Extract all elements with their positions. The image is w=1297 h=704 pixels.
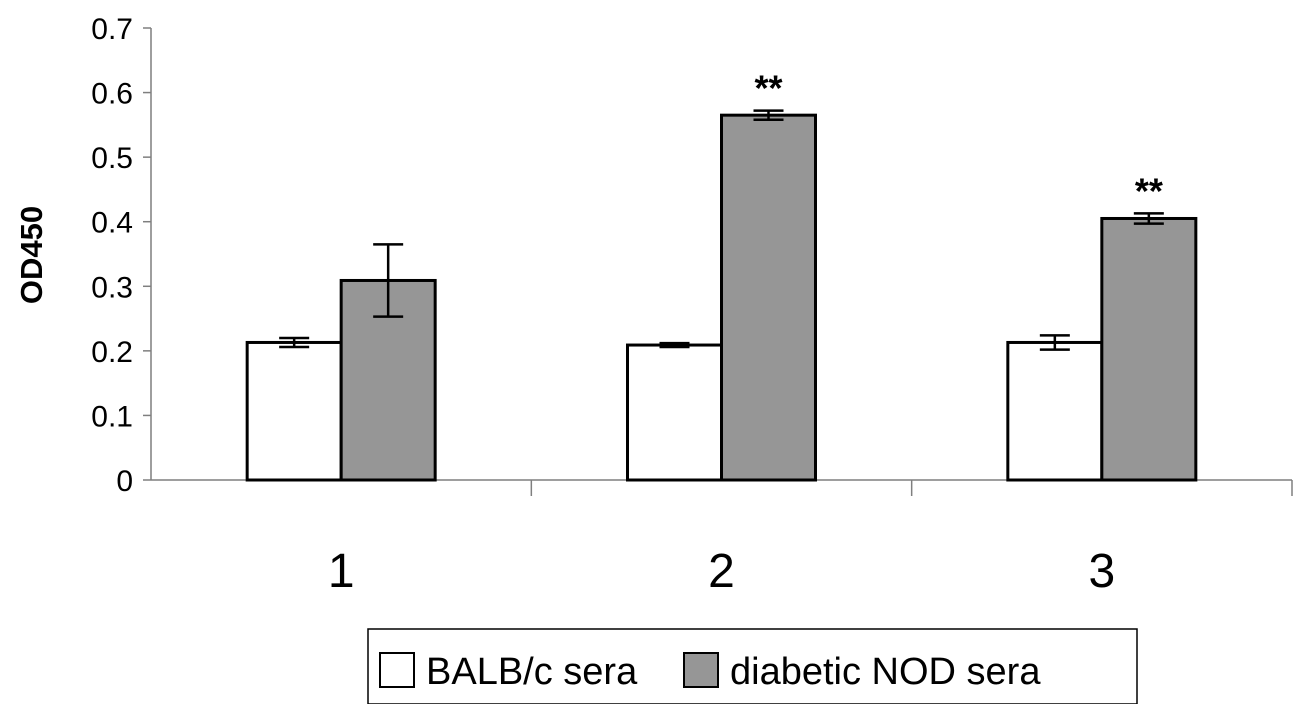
y-tick-label: 0.5: [91, 142, 133, 175]
y-tick-label: 0.7: [91, 13, 133, 46]
legend-label: BALB/c sera: [426, 651, 638, 693]
y-tick-label: 0.1: [91, 400, 133, 433]
legend-label: diabetic NOD sera: [730, 651, 1041, 693]
x-axis: [151, 479, 1293, 496]
legend-swatch: [379, 652, 415, 688]
x-category-labels: 1 2 3: [328, 545, 1115, 598]
y-tick-label: 0.6: [91, 78, 133, 111]
y-axis: [143, 27, 152, 481]
x-category-label: 1: [328, 545, 355, 598]
y-tick-label: 0.3: [91, 271, 133, 304]
y-tick-label: 0: [116, 465, 133, 498]
bar-nod-2: [720, 113, 817, 482]
y-tick-label: 0.2: [91, 336, 133, 369]
bar-series-group: [245, 113, 1198, 482]
bar-nod-1: [339, 278, 437, 482]
significance-mark: **: [1135, 170, 1163, 211]
legend: BALB/c sera diabetic NOD sera: [367, 628, 1138, 704]
bar-balbc-2: [626, 343, 723, 482]
error-bars-group: [279, 109, 1164, 351]
bar-nod-3: [1100, 216, 1198, 482]
y-tick-label: 0.4: [91, 207, 133, 240]
bar-balbc-1: [245, 340, 343, 482]
x-category-label: 2: [708, 545, 735, 598]
significance-mark: **: [754, 68, 782, 109]
y-axis-title: OD450: [14, 206, 49, 304]
legend-box: [367, 628, 1138, 704]
significance-annotations: ** **: [754, 68, 1162, 212]
bar-balbc-3: [1006, 340, 1104, 482]
legend-swatch: [683, 652, 719, 688]
x-category-label: 3: [1088, 545, 1115, 598]
y-tick-labels: 0 0.1 0.2 0.3 0.4 0.5 0.6 0.7: [91, 13, 133, 498]
